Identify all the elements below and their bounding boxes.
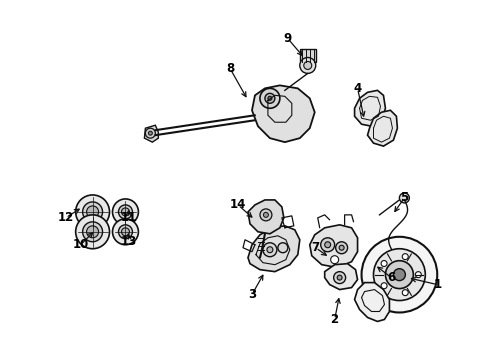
Polygon shape <box>300 49 316 62</box>
Circle shape <box>263 243 277 257</box>
Polygon shape <box>325 264 358 289</box>
Polygon shape <box>355 283 390 321</box>
Circle shape <box>362 237 437 312</box>
Text: 5: 5 <box>400 192 409 204</box>
Circle shape <box>122 208 129 216</box>
Circle shape <box>416 272 421 278</box>
Polygon shape <box>248 226 300 272</box>
Circle shape <box>393 269 405 280</box>
Circle shape <box>399 193 409 203</box>
Circle shape <box>264 212 269 217</box>
Circle shape <box>148 131 152 135</box>
Circle shape <box>87 206 98 218</box>
Text: 10: 10 <box>73 238 89 251</box>
Circle shape <box>260 88 280 108</box>
Polygon shape <box>252 85 315 142</box>
Text: 9: 9 <box>284 32 292 45</box>
Text: 2: 2 <box>331 313 339 326</box>
Text: 11: 11 <box>121 211 137 224</box>
Polygon shape <box>248 200 284 234</box>
Circle shape <box>402 254 408 260</box>
Circle shape <box>268 96 272 100</box>
Circle shape <box>113 219 138 245</box>
Circle shape <box>267 247 273 253</box>
Text: 12: 12 <box>57 211 74 224</box>
Text: 7: 7 <box>312 241 320 254</box>
Circle shape <box>337 275 342 280</box>
Circle shape <box>331 256 339 264</box>
Text: 4: 4 <box>353 82 362 95</box>
Circle shape <box>321 238 335 252</box>
Circle shape <box>402 290 408 296</box>
Circle shape <box>381 283 387 289</box>
Circle shape <box>87 226 98 238</box>
Circle shape <box>119 205 132 219</box>
Polygon shape <box>355 90 386 126</box>
Circle shape <box>119 225 132 239</box>
Circle shape <box>304 62 312 69</box>
Circle shape <box>278 243 288 253</box>
Circle shape <box>334 272 345 284</box>
Circle shape <box>381 261 387 266</box>
Text: 14: 14 <box>230 198 246 211</box>
Circle shape <box>113 199 138 225</box>
Text: 1: 1 <box>433 278 441 291</box>
Circle shape <box>373 249 425 301</box>
Circle shape <box>265 93 275 103</box>
Polygon shape <box>310 225 358 268</box>
Circle shape <box>260 209 272 221</box>
Circle shape <box>83 222 102 242</box>
Circle shape <box>122 228 129 236</box>
Text: 3: 3 <box>248 288 256 301</box>
Circle shape <box>336 242 347 254</box>
Circle shape <box>325 242 331 248</box>
Text: 6: 6 <box>387 271 395 284</box>
Circle shape <box>300 58 316 73</box>
Circle shape <box>83 202 102 222</box>
Polygon shape <box>368 110 397 146</box>
Circle shape <box>386 261 414 289</box>
Text: 13: 13 <box>121 235 137 248</box>
Circle shape <box>339 245 344 250</box>
Text: 8: 8 <box>226 62 234 75</box>
Circle shape <box>75 195 110 229</box>
Circle shape <box>75 215 110 249</box>
Circle shape <box>146 128 155 138</box>
Polygon shape <box>145 125 158 142</box>
